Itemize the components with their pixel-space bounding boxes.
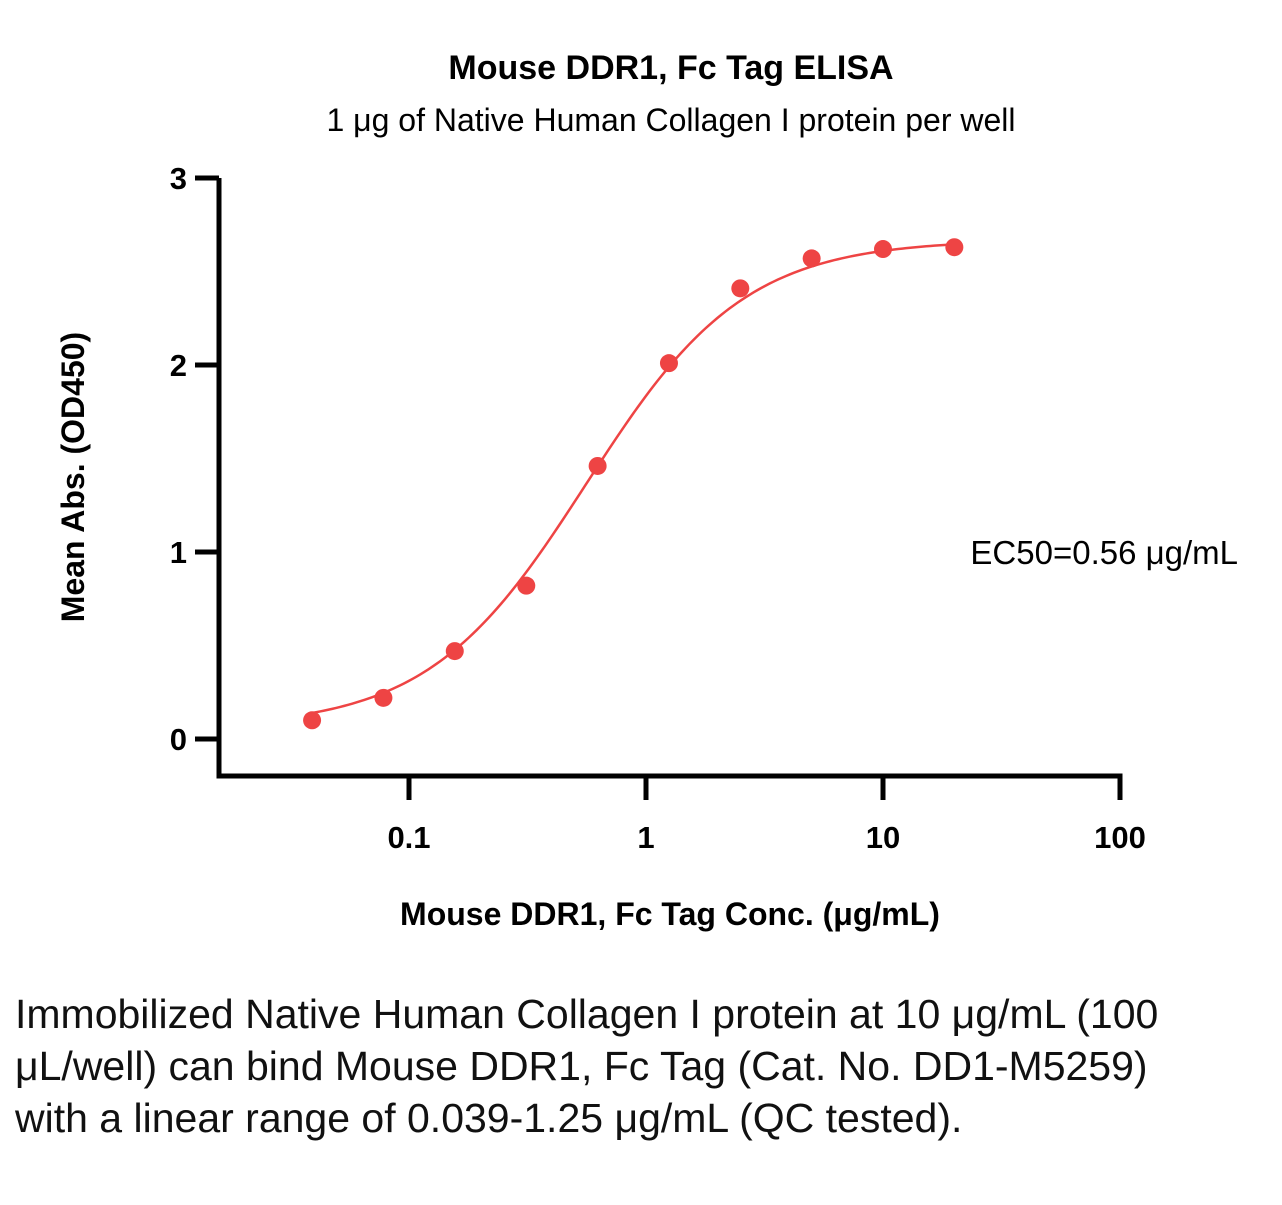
data-point bbox=[303, 711, 322, 730]
data-point bbox=[731, 279, 750, 298]
x-axis-title: Mouse DDR1, Fc Tag Conc. (μg/mL) bbox=[400, 896, 940, 932]
data-points bbox=[303, 238, 964, 730]
y-axis-title: Mean Abs. (OD450) bbox=[55, 332, 91, 622]
x-tick-label: 1 bbox=[637, 820, 654, 855]
data-point bbox=[588, 456, 607, 475]
y-tick-label: 0 bbox=[170, 722, 187, 757]
axes: 0 1 2 3 0.1 1 10 100 bbox=[170, 161, 1146, 855]
y-tick-label: 2 bbox=[170, 348, 187, 383]
data-point bbox=[517, 576, 536, 595]
data-point bbox=[659, 354, 678, 373]
chart-subtitle: 1 μg of Native Human Collagen I protein … bbox=[326, 102, 1015, 138]
y-tick-label: 3 bbox=[170, 161, 187, 196]
figure-caption: Immobilized Native Human Collagen I prot… bbox=[15, 991, 1159, 1141]
x-tick-label: 100 bbox=[1094, 820, 1146, 855]
x-tick-label: 0.1 bbox=[387, 820, 430, 855]
fit-curve bbox=[311, 243, 955, 715]
y-tick-label: 1 bbox=[170, 535, 187, 570]
fit-curve-path bbox=[311, 243, 955, 715]
chart-title: Mouse DDR1, Fc Tag ELISA bbox=[448, 49, 893, 87]
data-point bbox=[374, 688, 393, 707]
ec50-annotation: EC50=0.56 μg/mL bbox=[970, 534, 1238, 571]
x-tick-label: 10 bbox=[866, 820, 900, 855]
data-point bbox=[445, 642, 464, 661]
elisa-chart: Mouse DDR1, Fc Tag ELISA 1 μg of Native … bbox=[55, 49, 1238, 932]
data-point bbox=[945, 238, 964, 257]
data-point bbox=[874, 240, 892, 259]
data-point bbox=[802, 249, 821, 268]
